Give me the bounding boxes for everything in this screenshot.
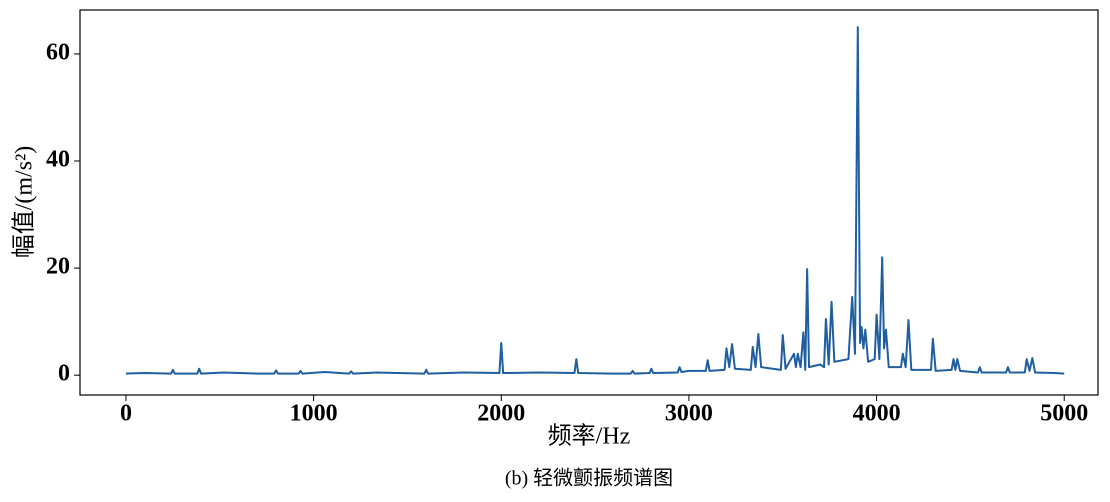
line-series — [125, 26, 1065, 375]
x-tick-label: 4000 — [853, 401, 901, 427]
x-tick-label: 0 — [120, 401, 132, 427]
caption: (b) 轻微颤振频谱图 — [505, 467, 673, 490]
y-tick-label: 60 — [46, 39, 70, 65]
y-axis-label: 幅值/(m/s²) — [11, 146, 38, 259]
y-tick-label: 20 — [46, 254, 70, 280]
x-tick-label: 5000 — [1040, 401, 1088, 427]
y-tick-label: 40 — [46, 147, 70, 173]
x-tick-label: 3000 — [665, 401, 713, 427]
plot-frame — [79, 9, 1099, 396]
x-axis-label: 频率/Hz — [548, 423, 631, 450]
x-tick-label: 1000 — [290, 401, 338, 427]
x-tick-label: 2000 — [477, 401, 525, 427]
y-tick-label: 0 — [58, 361, 70, 387]
